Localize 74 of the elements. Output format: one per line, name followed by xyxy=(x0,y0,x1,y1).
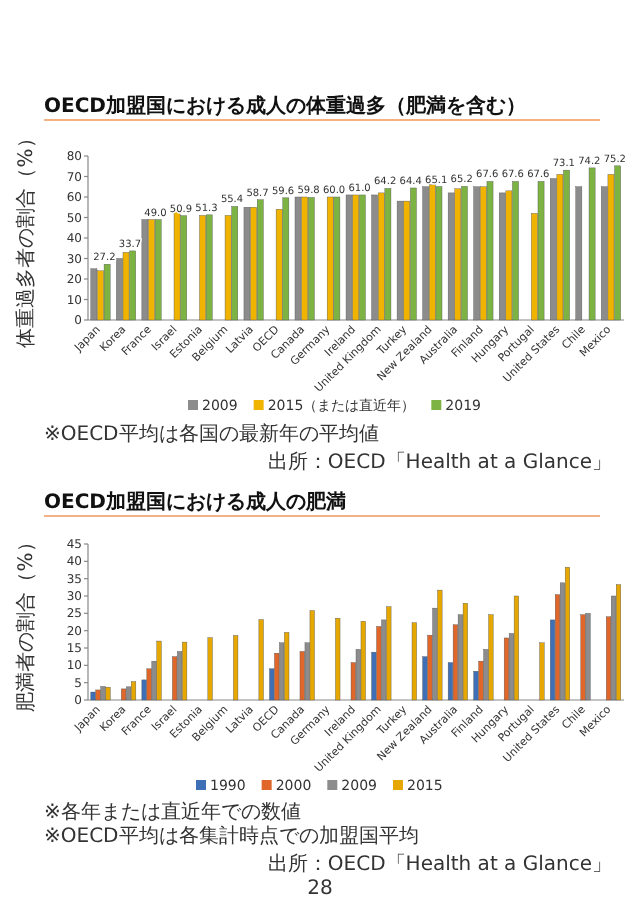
bar xyxy=(556,174,564,321)
bar xyxy=(488,614,494,701)
bar xyxy=(257,199,264,321)
text: ※OECD平均は各集計時点での加盟国平均 xyxy=(44,824,419,848)
bar xyxy=(172,656,178,701)
bar xyxy=(309,610,315,701)
bar xyxy=(326,196,334,321)
bar xyxy=(154,219,162,321)
bar xyxy=(173,211,181,321)
bar xyxy=(539,642,545,701)
bar xyxy=(352,194,359,321)
bar xyxy=(411,622,417,701)
bar xyxy=(122,252,130,321)
bar xyxy=(250,207,257,321)
bar xyxy=(333,196,341,321)
bar xyxy=(95,689,101,701)
bar xyxy=(126,686,132,701)
bar xyxy=(437,589,443,701)
text: ※各年または直近年での数値 xyxy=(44,800,301,824)
bar xyxy=(131,681,137,701)
y-axis-title: 体重過多者の割合（%） xyxy=(14,128,38,348)
bar xyxy=(103,264,111,321)
bar xyxy=(146,668,152,701)
bar xyxy=(97,270,104,321)
text: 出所：OECD「Health at a Glance」 xyxy=(267,450,612,474)
bar xyxy=(233,635,239,701)
bar xyxy=(564,567,570,701)
bar xyxy=(410,187,417,321)
chart-title: OECD加盟国における成人の体重過多（肥満を含む） xyxy=(44,94,526,118)
bar xyxy=(480,186,487,321)
bar xyxy=(284,632,290,701)
y-axis-title: 肥満者の割合（%） xyxy=(14,532,38,712)
bar xyxy=(359,194,366,321)
bar xyxy=(199,215,206,321)
bar xyxy=(462,603,468,701)
bar xyxy=(454,188,462,321)
bar xyxy=(156,640,162,701)
bar xyxy=(360,621,366,701)
bar xyxy=(386,606,392,701)
bar xyxy=(121,688,127,701)
bar xyxy=(435,186,443,321)
bar xyxy=(588,167,596,321)
bar xyxy=(105,686,111,701)
bar xyxy=(258,619,264,701)
text: 28 xyxy=(307,878,333,900)
bar xyxy=(384,188,392,321)
bar xyxy=(486,181,494,321)
bar xyxy=(207,637,213,701)
bar xyxy=(182,641,188,701)
bar xyxy=(180,215,187,321)
bar xyxy=(429,184,436,321)
text: ※OECD平均は各国の最新年の平均値 xyxy=(44,422,379,446)
bar xyxy=(376,626,382,701)
bar xyxy=(563,169,570,321)
bar xyxy=(378,192,385,321)
chart-title: OECD加盟国における成人の肥満 xyxy=(44,490,346,514)
bar xyxy=(580,614,586,701)
bar xyxy=(282,197,290,321)
text: 出所：OECD「Health at a Glance」 xyxy=(267,852,612,876)
bar xyxy=(461,186,468,321)
bar xyxy=(512,181,519,321)
bar xyxy=(231,206,239,321)
bar xyxy=(148,219,155,321)
bar xyxy=(90,691,96,701)
bar xyxy=(100,686,106,701)
bar xyxy=(537,181,545,321)
bar xyxy=(614,165,621,321)
bar xyxy=(205,214,213,321)
bar xyxy=(301,196,308,321)
bar xyxy=(308,197,315,321)
bar xyxy=(335,617,341,701)
bar xyxy=(616,584,621,701)
bar xyxy=(129,250,136,321)
bar xyxy=(513,595,519,701)
